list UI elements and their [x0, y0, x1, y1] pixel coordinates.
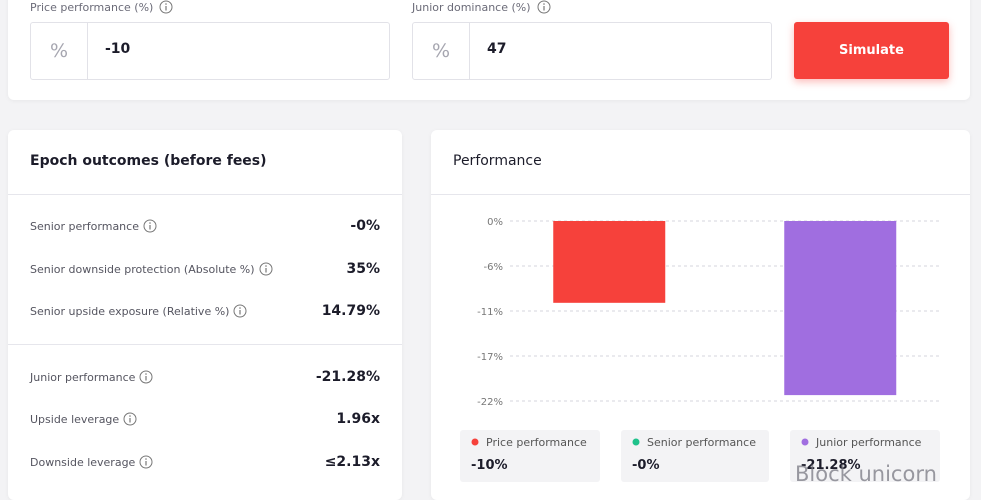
y-tick-label: -17%: [477, 352, 503, 363]
outcome-value: -21.28%: [315, 369, 380, 385]
outcome-value: 35%: [346, 261, 380, 277]
input-box[interactable]: % -10: [30, 22, 390, 80]
legend-label: Price performance: [486, 436, 587, 449]
outcome-label-text: Senior performance: [30, 219, 139, 233]
outcome-label: Upside leverage: [30, 411, 137, 427]
legend-dot: [471, 438, 479, 446]
y-tick-label: -22%: [477, 397, 503, 408]
info-icon[interactable]: [159, 0, 173, 14]
divider: [8, 194, 402, 195]
legend-box: [460, 430, 600, 482]
outcome-label-text: Downside leverage: [30, 455, 136, 469]
y-tick-label: -6%: [484, 262, 503, 273]
info-icon[interactable]: [139, 455, 153, 469]
info-icon[interactable]: [259, 262, 273, 276]
divider: [8, 344, 402, 345]
page: Simulate Epoch outcomes (before fees) Pe…: [8, 0, 970, 500]
outcome-value: 1.96x: [336, 411, 380, 427]
input-label: Price performance (%): [30, 0, 173, 14]
outcomes-title: Epoch outcomes (before fees): [30, 153, 267, 169]
input-label-text: Junior dominance (%): [412, 0, 531, 14]
info-icon[interactable]: [139, 370, 153, 384]
legend-dot: [801, 438, 809, 446]
outcome-value: -0%: [350, 218, 380, 234]
legend-box: [621, 430, 769, 482]
outcome-label: Senior performance: [30, 218, 157, 234]
info-icon[interactable]: [233, 304, 247, 318]
outcome-label: Senior upside exposure (Relative %): [30, 303, 247, 319]
input-box[interactable]: % 47: [412, 22, 772, 80]
legend-label: Senior performance: [647, 436, 756, 449]
legend-label: Junior performance: [815, 436, 922, 449]
outcome-label: Senior downside protection (Absolute %): [30, 261, 273, 277]
outcome-label-text: Senior downside protection (Absolute %): [30, 262, 255, 276]
info-icon[interactable]: [143, 219, 157, 233]
outcome-value: 14.79%: [321, 303, 380, 319]
value-label: -21.28%: [801, 458, 861, 473]
legend-dot: [632, 438, 640, 446]
outcome-label: Downside leverage: [30, 454, 153, 470]
outcome-label-text: Senior upside exposure (Relative %): [30, 304, 230, 318]
simulate-button[interactable]: Simulate: [794, 22, 949, 79]
input-value: 47: [487, 41, 507, 57]
divider: [431, 194, 970, 195]
y-tick-label: -11%: [477, 307, 503, 318]
outcome-label: Junior performance: [30, 369, 153, 385]
chart: 0% -6% -11% -17% -22% Price performance -10% Se…: [460, 217, 942, 482]
input-unit: %: [413, 23, 470, 79]
chart-title: Performance: [453, 153, 542, 169]
outcome-label-text: Upside leverage: [30, 412, 120, 426]
outcomes-card: Epoch outcomes (before fees): [8, 130, 402, 500]
info-icon[interactable]: [537, 0, 551, 14]
info-icon[interactable]: [123, 412, 137, 426]
value-label: -10%: [471, 458, 508, 473]
outcome-value: ≤2.13x: [324, 454, 380, 470]
input-label: Junior dominance (%): [412, 0, 551, 14]
value-label: -0%: [632, 458, 659, 473]
input-value: -10: [105, 41, 131, 57]
y-tick-label: 0%: [487, 217, 503, 228]
legend-box: [790, 430, 940, 482]
outcome-label-text: Junior performance: [30, 370, 136, 384]
input-unit: %: [31, 23, 88, 79]
watermark: Block unicorn: [795, 462, 937, 486]
bar: [553, 221, 666, 303]
input-label-text: Price performance (%): [30, 0, 154, 14]
bar: [784, 221, 897, 396]
